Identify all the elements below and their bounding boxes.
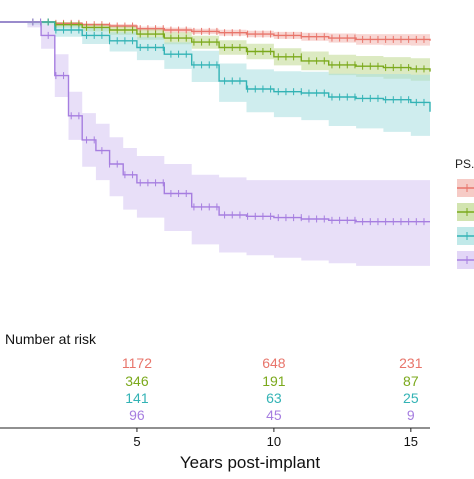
censor-marks [32,18,425,226]
confidence-band-3 [0,22,430,151]
risk-count: 141 [125,390,149,406]
x-tick-label: 10 [267,434,281,449]
confidence-bands [0,22,430,266]
confidence-band-2 [0,22,430,84]
x-axis: 5 10 15 [0,427,430,449]
x-tick-label: 15 [404,434,418,449]
risk-table-title: Number at risk [5,331,97,347]
x-tick-label: 5 [133,434,140,449]
risk-count: 96 [129,407,145,423]
risk-count: 87 [403,373,419,389]
risk-count: 1172 [122,355,152,371]
risk-count: 648 [262,355,286,371]
risk-count: 45 [266,407,282,423]
legend-title: PS. [455,157,474,171]
risk-count: 63 [266,390,282,406]
risk-count: 231 [399,355,423,371]
survival-curve-4 [0,21,430,223]
x-axis-label: Years post-implant [180,453,320,472]
risk-count: 346 [125,373,149,389]
legend-keys [457,179,474,269]
risk-count: 25 [403,390,419,406]
legend: PS. [455,157,474,269]
risk-count: 9 [407,407,415,423]
confidence-band-4 [0,22,430,266]
risk-table: 1172 648 231 346 191 87 141 63 25 96 45 9 [122,355,423,423]
confidence-band-1 [0,22,430,48]
risk-count: 191 [262,373,286,389]
